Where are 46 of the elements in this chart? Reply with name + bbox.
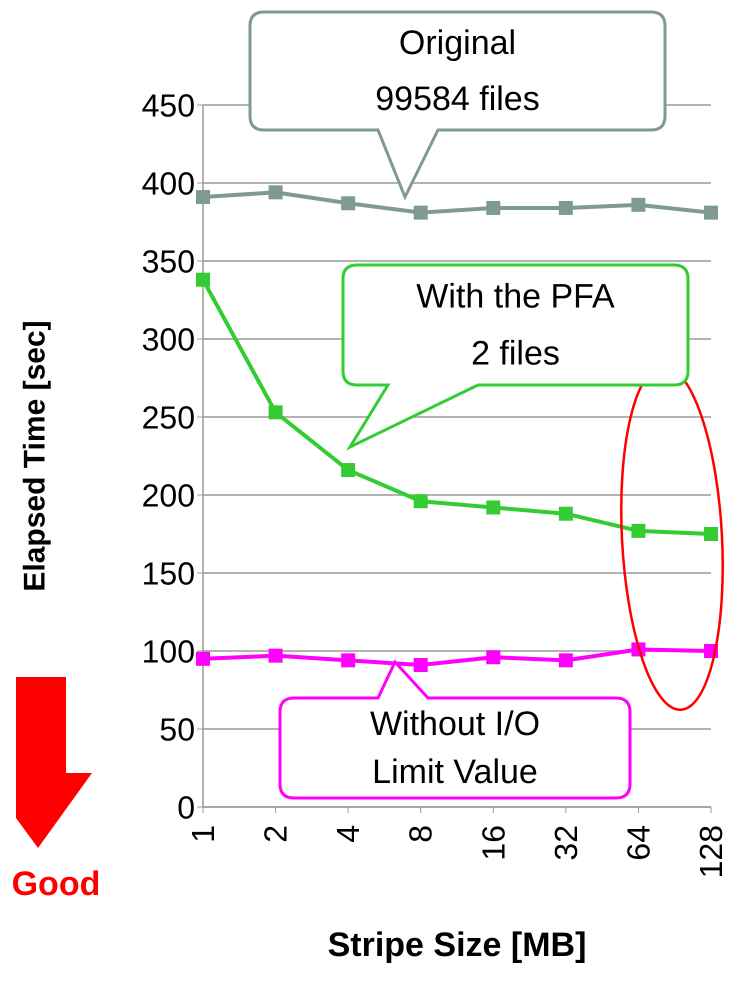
point <box>341 463 356 478</box>
point <box>631 198 646 212</box>
annotation: With the PFA 2 files <box>416 277 616 373</box>
y-tick-label: 0 <box>177 789 195 826</box>
text: Good <box>12 865 100 903</box>
point <box>196 652 210 666</box>
x-tick-label: 4 <box>330 825 366 843</box>
point <box>558 200 573 215</box>
point <box>631 524 646 538</box>
point <box>196 190 210 204</box>
x-tick-label: 64 <box>620 825 656 861</box>
point <box>341 196 356 210</box>
x-tick-label: 2 <box>258 825 294 843</box>
y-tick-label: 300 <box>142 321 195 358</box>
point <box>486 500 500 514</box>
point <box>558 653 573 668</box>
point <box>414 658 428 672</box>
point <box>196 272 210 287</box>
y-tick-label: 200 <box>142 477 195 514</box>
x-tick-label: 16 <box>475 825 512 861</box>
point <box>268 185 283 200</box>
y-tick-label: 350 <box>142 243 195 280</box>
y-tick-label: 250 <box>142 399 195 436</box>
y-axis-title: Elapsed Time [sec] <box>18 320 52 592</box>
point <box>414 494 428 508</box>
y-tick-label: 150 <box>142 555 195 592</box>
x-axis-title: Stripe Size [MB] <box>328 926 586 964</box>
point <box>486 200 500 215</box>
x-tick-label: 128 <box>693 825 729 878</box>
y-tick-label: 100 <box>142 633 195 670</box>
point <box>414 206 428 220</box>
point <box>558 506 573 521</box>
point <box>341 653 356 668</box>
point <box>268 648 283 663</box>
point <box>268 405 283 420</box>
y-tick-label: 50 <box>159 711 195 748</box>
x-tick-label: 1 <box>185 825 221 843</box>
y-tick-label: 400 <box>142 165 195 202</box>
x-tick-label: 32 <box>548 825 584 861</box>
y-tick-label: 450 <box>142 87 195 124</box>
point <box>704 206 718 220</box>
point <box>486 650 500 664</box>
point <box>704 527 718 541</box>
annotation: Original 99584 files <box>375 24 540 118</box>
annotation: Without I/O Limit Value <box>370 705 540 791</box>
x-tick-label: 8 <box>402 825 439 843</box>
